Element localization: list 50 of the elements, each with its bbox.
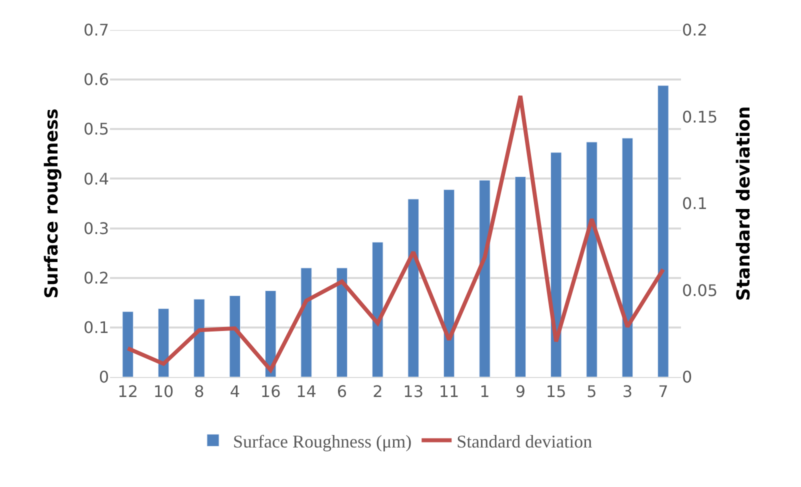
bar — [479, 180, 490, 377]
y-tick-label: 0.5 — [84, 120, 109, 139]
bar — [622, 138, 634, 377]
x-tick-label: 1 — [480, 382, 490, 402]
bar — [336, 268, 348, 377]
x-tick-label: 8 — [194, 382, 204, 402]
bar — [443, 189, 455, 377]
line-series — [126, 94, 666, 372]
bar — [229, 295, 241, 377]
x-tick-label: 13 — [403, 382, 424, 402]
x-tick-label: 3 — [622, 382, 633, 402]
x-tick-label: 14 — [296, 382, 316, 402]
bar — [122, 311, 134, 377]
x-tick-label: 9 — [515, 382, 526, 402]
x-tick-label: 4 — [230, 382, 240, 402]
y-tick-label: 0.3 — [84, 218, 109, 238]
x-tick-label: 6 — [336, 382, 348, 402]
bar — [408, 198, 419, 377]
x-tick-label: 5 — [586, 382, 597, 402]
y-tick-label: 0.6 — [84, 70, 109, 90]
y-tick-label: 0 — [98, 368, 109, 387]
y-tick-label: 0.7 — [84, 20, 109, 40]
bar — [158, 308, 170, 377]
bar — [264, 290, 276, 377]
x-tick-label: 2 — [372, 382, 383, 402]
y2-axis-title: Standard deviation — [734, 106, 755, 301]
y2-tick-label: 0.05 — [682, 280, 718, 300]
x-tick-label: 10 — [153, 382, 174, 402]
x-tick-label: 12 — [118, 382, 138, 402]
y2-tick-label: 0.15 — [682, 107, 718, 126]
y-tick-label: 0.4 — [84, 169, 109, 188]
y2-tick-label: 0.1 — [682, 194, 708, 214]
bar — [550, 152, 562, 377]
x-tick-label: 7 — [658, 382, 668, 402]
y2-tick-label: 0.2 — [682, 20, 708, 40]
y-axis-title: Surface roughness — [42, 108, 63, 298]
bar — [372, 242, 384, 377]
x-tick-label: 11 — [438, 382, 460, 402]
x-tick-label: 16 — [260, 382, 281, 402]
bar — [300, 268, 312, 377]
bar — [586, 142, 598, 377]
bar — [194, 298, 205, 377]
x-tick-label: 15 — [546, 382, 566, 402]
y-tick-label: 0.1 — [84, 318, 109, 338]
y-tick-label: 0.2 — [84, 268, 109, 288]
y2-tick-label: 0 — [682, 368, 692, 387]
bar — [658, 85, 669, 377]
legend-label: Standard deviation — [456, 431, 592, 452]
legend-label: Surface Roughness (μm) — [233, 431, 412, 452]
bar — [514, 176, 526, 377]
